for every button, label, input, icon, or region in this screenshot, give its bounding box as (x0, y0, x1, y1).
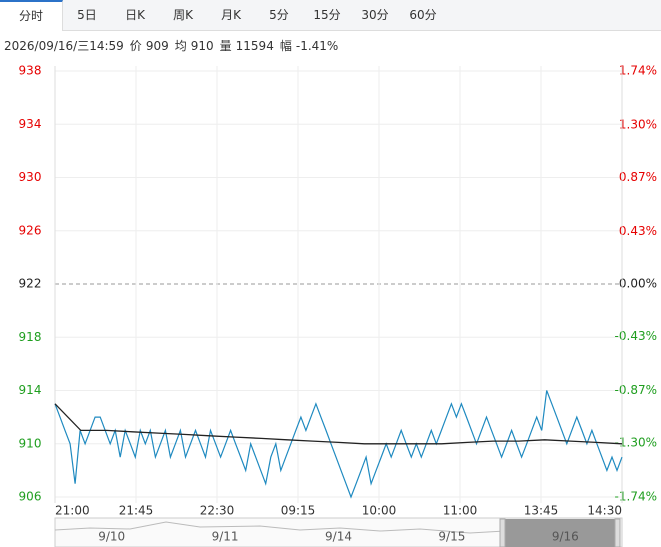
navigator-window[interactable] (505, 519, 615, 547)
info-value: 11594 (235, 39, 274, 53)
info-line: 2026/09/16/三14:59 价 909 均 910 量 11594 幅 -1.41% (4, 37, 344, 54)
tab[interactable]: 分时 (0, 0, 63, 31)
navigator-date: 9/11 (212, 530, 239, 544)
info-value: -1.41% (295, 39, 339, 53)
x-tick-label: 10:00 (362, 504, 397, 518)
navigator-handle[interactable] (614, 518, 621, 547)
info-value: 910 (190, 39, 214, 53)
x-tick-label: 11:00 (443, 504, 478, 518)
y-tick-label: 930 (19, 170, 42, 184)
tab[interactable]: 5日 (77, 8, 97, 22)
info-label: 价 (129, 39, 142, 53)
navigator-date: 9/10 (98, 530, 125, 544)
navigator-date: 9/15 (438, 530, 465, 544)
y2-tick-label: -0.87% (615, 383, 657, 397)
x-tick-label: 09:15 (281, 504, 316, 518)
info-field: 量 11594 (220, 39, 274, 53)
navigator-handle[interactable] (499, 518, 506, 547)
x-tick-label: 14:30 (587, 504, 622, 518)
info-label: 均 (174, 39, 187, 53)
info-field: 幅 -1.41% (280, 39, 338, 53)
y2-tick-label: -1.30% (615, 436, 657, 450)
x-tick-label: 21:00 (55, 504, 90, 518)
x-tick-label: 22:30 (200, 504, 235, 518)
y-tick-label: 934 (19, 117, 42, 131)
info-datetime: 2026/09/16/三14:59 (4, 39, 124, 53)
average-line (54, 403, 623, 445)
tab[interactable]: 60分 (409, 8, 437, 22)
y2-tick-label: 1.30% (619, 117, 657, 131)
y2-tick-label: 0.00% (619, 277, 657, 291)
navigator-line (54, 521, 506, 534)
y-tick-label: 922 (19, 277, 42, 291)
info-field: 均 910 (175, 39, 214, 53)
info-value: 909 (145, 39, 169, 53)
y2-tick-label: 0.87% (619, 170, 657, 184)
y2-tick-label: -0.43% (615, 329, 657, 343)
y-tick-label: 914 (19, 383, 42, 397)
tab[interactable]: 5分 (269, 8, 289, 22)
info-label: 量 (219, 39, 232, 53)
y-tick-label: 910 (19, 436, 42, 450)
y-tick-label: 926 (19, 223, 42, 237)
navigator-date: 9/14 (325, 530, 352, 544)
info-field: 价 909 (130, 39, 169, 53)
y-tick-label: 938 (19, 64, 42, 78)
tab-bar: 分时 5日 日K 周K 月K 5分 15分 30分 60分 (0, 0, 661, 31)
tab[interactable]: 日K (125, 8, 145, 22)
x-tick-label: 13:45 (524, 504, 559, 518)
x-tick-label: 21:45 (119, 504, 154, 518)
tab[interactable]: 月K (221, 8, 241, 22)
y-tick-label: 918 (19, 330, 42, 344)
y-tick-label: 906 (19, 490, 42, 504)
navigator-date: 9/16 (552, 530, 579, 544)
tab[interactable]: 30分 (361, 8, 389, 22)
y2-tick-label: -1.74% (615, 490, 657, 504)
tab[interactable]: 15分 (313, 8, 341, 22)
y2-tick-label: 1.74% (619, 64, 657, 78)
y2-tick-label: 0.43% (619, 224, 657, 238)
info-label: 幅 (279, 39, 292, 53)
tab[interactable]: 周K (173, 8, 193, 22)
